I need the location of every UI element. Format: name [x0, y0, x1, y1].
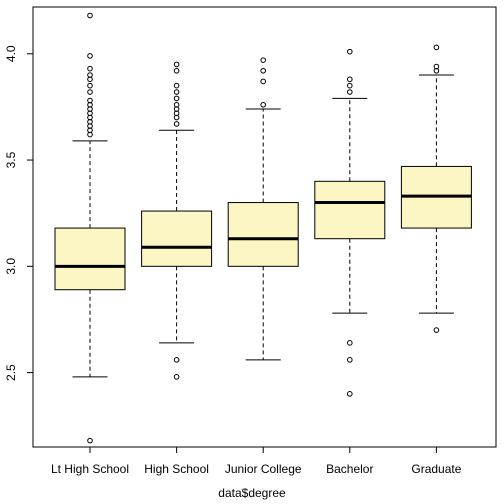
x-axis-label: data$degree: [218, 486, 286, 500]
y-tick-label: 3.0: [4, 258, 18, 275]
outlier-point: [260, 101, 267, 108]
x-tick-label: Bachelor: [326, 462, 373, 476]
box-group-5: [400, 44, 472, 333]
outlier-point: [87, 437, 93, 444]
outlier-point: [173, 82, 180, 89]
x-tick-label: Junior College: [225, 462, 302, 476]
box-group-3: [227, 57, 299, 361]
y-tick-label: 2.5: [4, 364, 18, 381]
box-group-2: [141, 61, 213, 380]
outlier-point: [433, 327, 440, 333]
outlier-point: [260, 57, 267, 63]
y-tick-label: 3.5: [4, 151, 18, 168]
outlier-point: [347, 76, 353, 83]
outlier-point: [173, 95, 180, 102]
box-group-1: [54, 12, 126, 444]
outlier-point: [260, 67, 267, 74]
outlier-point: [347, 89, 353, 95]
outlier-point: [173, 61, 180, 68]
outlier-point: [347, 340, 353, 346]
outlier-point: [173, 121, 180, 127]
outlier-point: [260, 78, 267, 85]
outlier-point: [87, 12, 93, 19]
outlier-point: [87, 53, 93, 59]
y-tick-label: 4.0: [4, 45, 18, 62]
outlier-point: [173, 357, 180, 363]
outlier-point: [433, 63, 440, 70]
x-tick-label: Graduate: [411, 462, 461, 476]
x-tick-label: High School: [144, 462, 209, 476]
outlier-point: [347, 357, 353, 363]
outlier-point: [87, 72, 93, 78]
outlier-point: [433, 44, 440, 51]
outlier-point: [87, 97, 93, 104]
box-group-4: [314, 48, 386, 397]
outlier-point: [347, 391, 353, 397]
box: [54, 227, 126, 291]
outlier-point: [87, 65, 93, 72]
outlier-point: [347, 82, 353, 89]
box: [141, 210, 213, 267]
box: [227, 202, 299, 267]
axis-layer: 2.5 3.0 3.5 4.0 Lt High School High School Jun…: [4, 6, 497, 476]
outlier-point: [87, 89, 93, 95]
plot-frame: [32, 6, 497, 448]
outlier-point: [87, 82, 93, 89]
outlier-point: [347, 48, 353, 55]
plot-layer: [54, 12, 472, 444]
outlier-point: [173, 67, 180, 74]
outlier-point: [173, 374, 180, 380]
outlier-point: [173, 101, 180, 108]
box: [314, 180, 386, 240]
outlier-point: [173, 89, 180, 95]
x-tick-label: Lt High School: [51, 462, 129, 476]
